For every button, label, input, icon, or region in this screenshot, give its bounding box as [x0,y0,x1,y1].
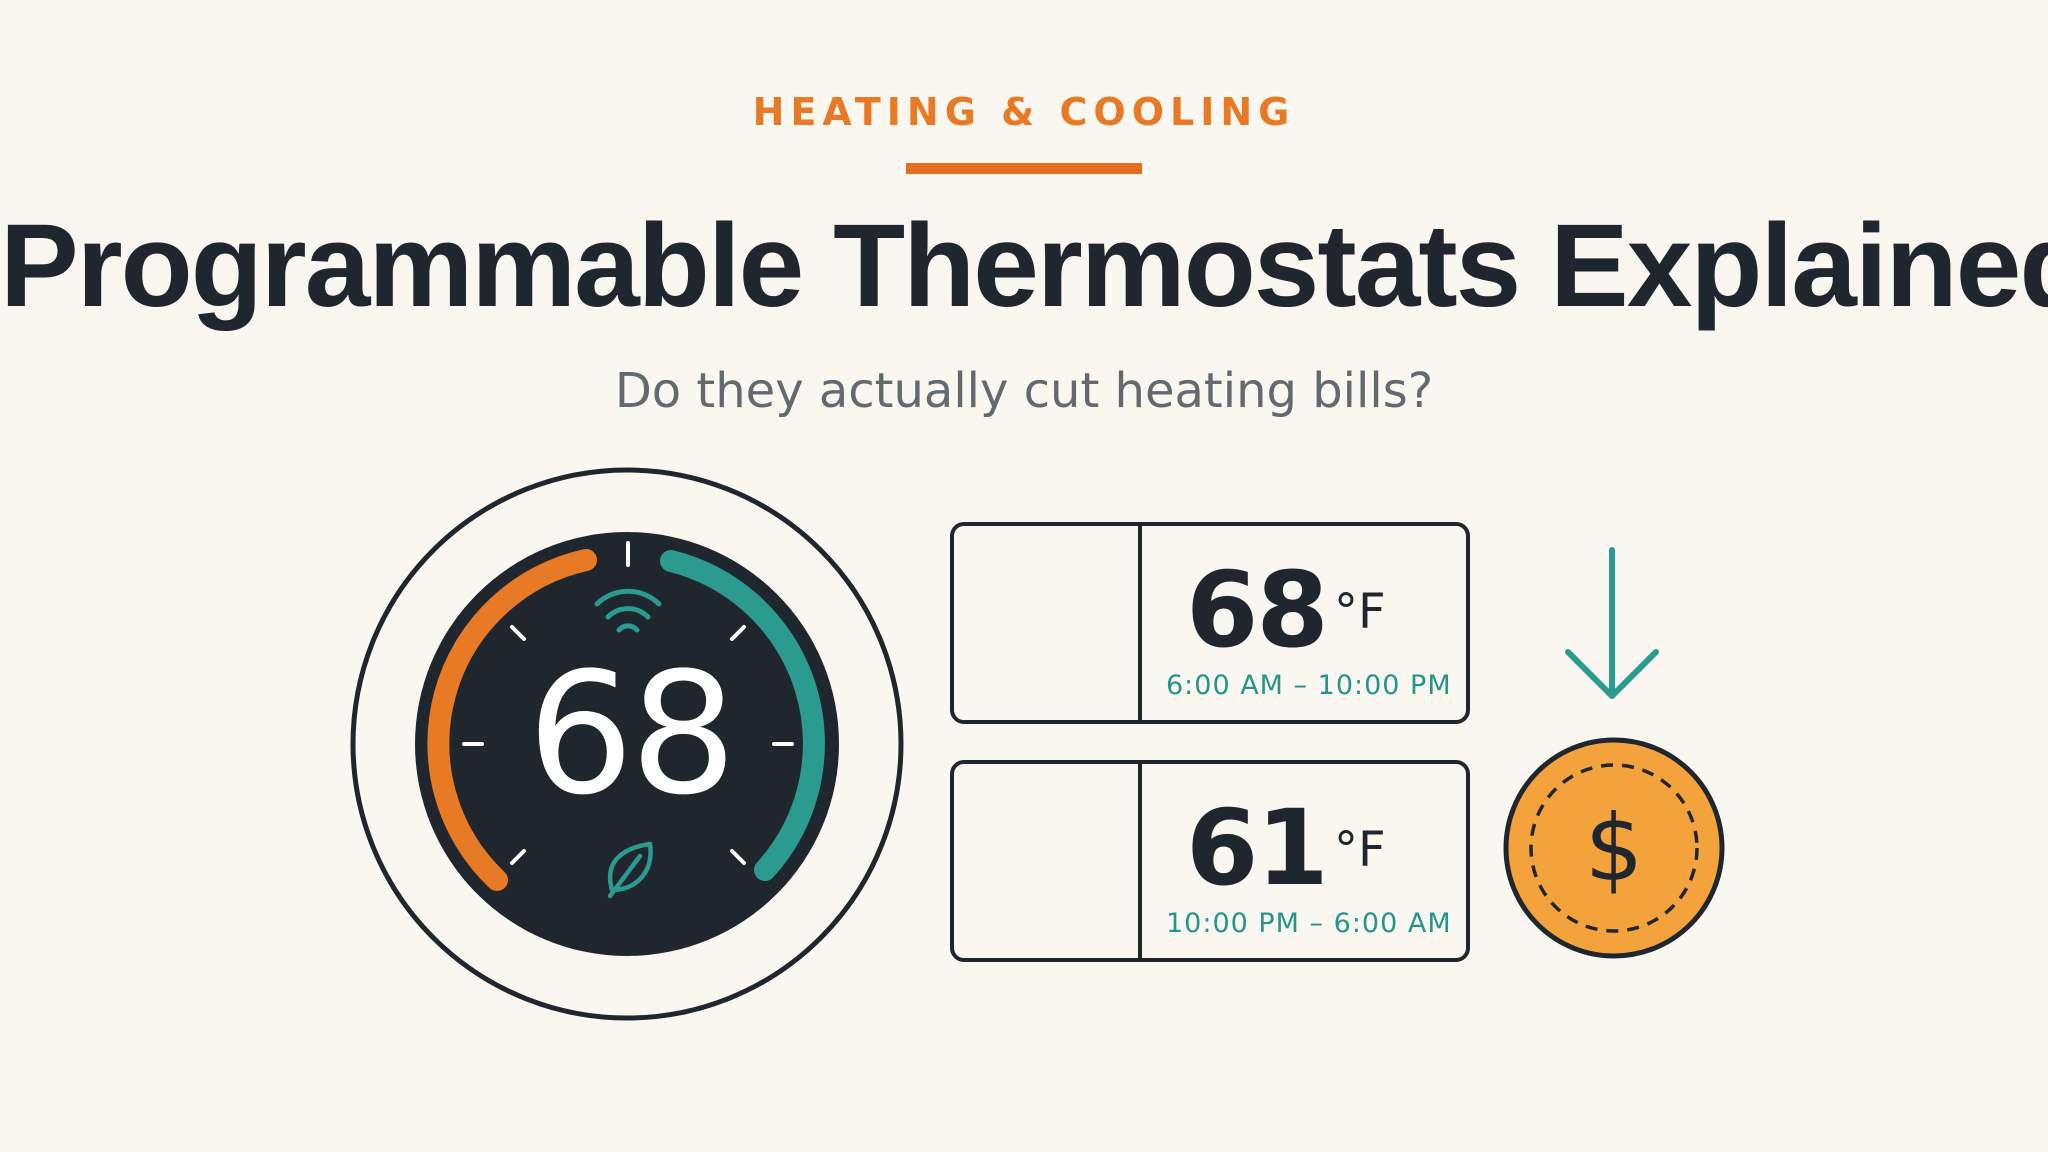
wifi-icon [594,588,662,633]
page-title: Programmable Thermostats Explained [0,200,2048,332]
leaf-icon [607,841,653,899]
night-time-range: 10:00 PM – 6:00 AM [1166,908,1452,939]
day-time-range: 6:00 AM – 10:00 PM [1166,670,1452,701]
cooling-arc [660,550,825,881]
heating-arc [427,549,597,891]
thermostat-temperature: 68 [527,636,737,832]
schedule-card-day: 68 °F 6:00 AM – 10:00 PM [950,522,1470,724]
dollar-coin-icon: $ [1503,737,1725,959]
page-subtitle: Do they actually cut heating bills? [614,363,1434,419]
category-label: HEATING & COOLING [752,90,1296,134]
night-temperature: 61 [1186,787,1329,909]
night-unit: °F [1334,822,1386,878]
svg-text:$: $ [1585,795,1644,902]
card-divider [1138,526,1142,720]
day-unit: °F [1334,584,1386,640]
schedule-card-night: 61 °F 10:00 PM – 6:00 AM [950,760,1470,962]
dial-ticks [462,541,794,865]
card-divider [1138,764,1142,958]
day-temperature: 68 [1186,549,1329,671]
down-arrow-icon [1565,547,1659,699]
category-underline [906,163,1142,174]
